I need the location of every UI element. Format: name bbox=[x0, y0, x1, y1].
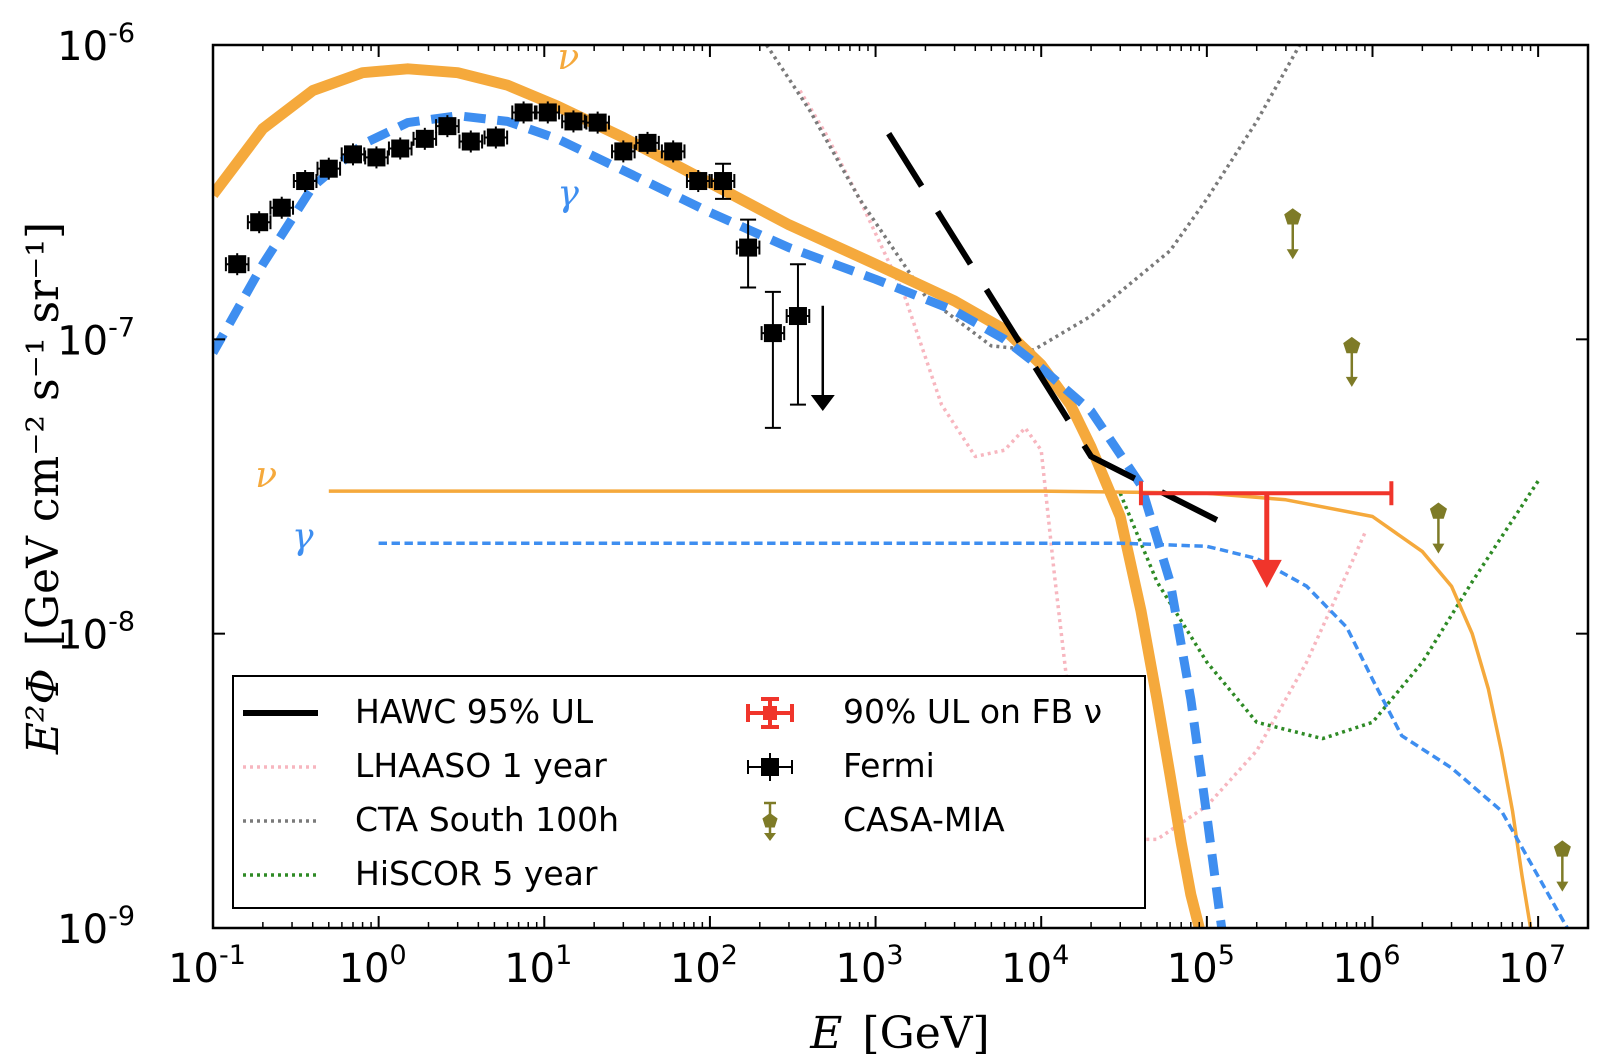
x-axis-var: E bbox=[809, 1008, 842, 1059]
fermi-point bbox=[788, 307, 807, 326]
fermi-point bbox=[588, 113, 607, 132]
fermi-point bbox=[272, 198, 291, 217]
y-tick-label: 10-7 bbox=[57, 312, 135, 364]
curve-label: ν bbox=[255, 455, 277, 496]
fermi-point bbox=[638, 133, 657, 152]
y-tick-label: 10-8 bbox=[57, 607, 135, 659]
x-tick-label: 105 bbox=[1167, 940, 1235, 992]
fermi-point bbox=[343, 145, 362, 164]
casa-mia-arrow bbox=[1556, 881, 1569, 892]
fermi-point bbox=[296, 172, 315, 191]
x-tick-label: 106 bbox=[1332, 940, 1400, 992]
y-tick-label: 10-9 bbox=[57, 901, 135, 953]
fermi-point bbox=[250, 213, 269, 232]
fermi-point bbox=[689, 172, 708, 191]
x-tick-label: 107 bbox=[1498, 940, 1566, 992]
axis-ticks: 10-1 100 101 102 103 104 105 106 107 10-6 10-7 10-8… bbox=[57, 18, 1589, 992]
fb-ul-arrow bbox=[1251, 559, 1282, 588]
model-curve-3 bbox=[378, 541, 1570, 928]
legend-swatches bbox=[243, 697, 794, 877]
x-axis-unit: [GeV] bbox=[862, 1008, 989, 1059]
fermi-point bbox=[486, 128, 505, 147]
x-axis-label: E [GeV] bbox=[809, 1008, 989, 1059]
legend-label-fb-ul: 90% UL on FB ν bbox=[843, 692, 1102, 731]
legend-swatch-fermi bbox=[761, 758, 779, 776]
model-curve-1 bbox=[213, 111, 1227, 928]
legend-box bbox=[232, 675, 1146, 909]
fermi-point bbox=[319, 159, 338, 178]
legend-swatch-casa-mia bbox=[764, 833, 776, 841]
series-hawc-95-ul bbox=[886, 132, 1233, 530]
fermi-point bbox=[367, 148, 386, 167]
casa-mia-arrow bbox=[1432, 543, 1445, 554]
legend-label-lhaaso: LHAASO 1 year bbox=[355, 746, 607, 785]
x-tick-label: 103 bbox=[836, 940, 904, 992]
casa-mia-arrow bbox=[1286, 249, 1299, 260]
y-axis-label: E²Φ [GeV cm⁻² s⁻¹ sr⁻¹] bbox=[18, 222, 69, 755]
fermi-point bbox=[538, 103, 557, 122]
fermi-point bbox=[438, 117, 457, 136]
legend-label-cta: CTA South 100h bbox=[355, 800, 619, 839]
legend-label-hawc: HAWC 95% UL bbox=[355, 692, 594, 731]
curve-label: ν bbox=[557, 37, 579, 78]
series-lhaaso-1-year bbox=[798, 89, 1367, 842]
fermi-point bbox=[614, 142, 633, 161]
legend: HAWC 95% UL LHAASO 1 year CTA South 100h… bbox=[232, 675, 1146, 909]
curve-label: γ bbox=[292, 516, 314, 557]
fermi-point bbox=[664, 142, 683, 161]
y-axis-unit: [GeV cm⁻² s⁻¹ sr⁻¹] bbox=[18, 222, 69, 646]
x-tick-label: 101 bbox=[504, 940, 572, 992]
x-tick-label: 104 bbox=[1001, 940, 1069, 992]
markers-layer bbox=[224, 101, 1571, 892]
casa-mia-arrow bbox=[1345, 376, 1358, 387]
plot-frame bbox=[211, 43, 1590, 930]
x-tick-label: 10-1 bbox=[168, 940, 246, 992]
x-tick-label: 100 bbox=[339, 940, 407, 992]
curve-label: γ bbox=[557, 173, 579, 214]
fermi-point bbox=[514, 103, 533, 122]
fermi-point bbox=[415, 129, 434, 148]
y-tick-label: 10-6 bbox=[57, 18, 135, 70]
casa-mia-point bbox=[1553, 840, 1571, 857]
legend-label-casa-mia: CASA-MIA bbox=[843, 800, 1005, 839]
fermi-point bbox=[714, 172, 733, 191]
legend-label-fermi: Fermi bbox=[843, 746, 935, 785]
fermi-point bbox=[739, 238, 758, 257]
fermi-point bbox=[391, 139, 410, 158]
legend-swatch-casa-mia bbox=[762, 813, 778, 828]
fermi-point bbox=[763, 324, 782, 343]
fermi-point bbox=[228, 255, 247, 274]
fermi-upper-limit-arrow bbox=[810, 394, 835, 411]
legend-swatch-fb-ul bbox=[763, 706, 777, 720]
casa-mia-point bbox=[1284, 208, 1302, 225]
casa-mia-point bbox=[1343, 336, 1361, 354]
casa-mia-point bbox=[1429, 502, 1447, 519]
x-tick-label: 102 bbox=[670, 940, 738, 992]
fermi-point bbox=[564, 112, 583, 131]
fermi-point bbox=[461, 132, 480, 151]
y-axis-var: E²Φ bbox=[18, 668, 69, 755]
model-curve-0 bbox=[213, 63, 1205, 928]
legend-label-hiscor: HiSCOR 5 year bbox=[355, 854, 598, 893]
